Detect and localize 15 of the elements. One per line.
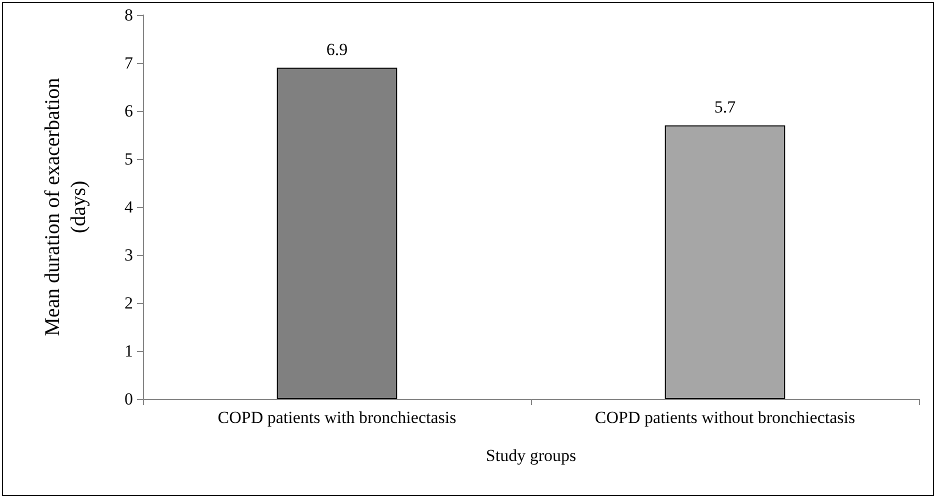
x-axis-title: Study groups: [486, 446, 576, 465]
y-tick-label: 7: [124, 54, 134, 72]
data-label: 5.7: [714, 97, 736, 116]
y-tick-label: 8: [124, 6, 133, 24]
x-tick-label: COPD patients with bronchiectasis: [218, 408, 456, 427]
data-label: 6.9: [326, 40, 348, 59]
y-tick-label: 6: [124, 102, 133, 120]
y-tick-label: 3: [124, 246, 133, 264]
y-axis-title: Mean duration of exacerbation (days): [40, 77, 90, 336]
y-tick-label: 5: [124, 150, 133, 168]
x-tick-label: COPD patients without bronchiectasis: [594, 408, 856, 427]
y-tick-label: 4: [124, 198, 134, 216]
y-tick-label: 2: [124, 294, 133, 312]
y-tick-label: 1: [124, 342, 133, 360]
y-tick-label: 0: [124, 390, 133, 408]
